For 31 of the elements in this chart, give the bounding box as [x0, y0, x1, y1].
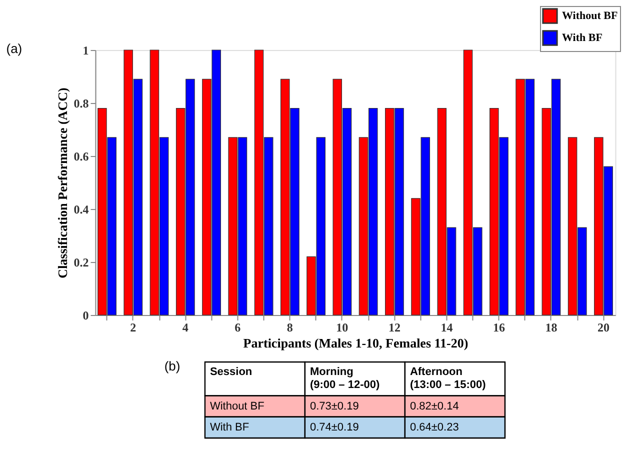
x-tick-label: 10: [336, 320, 348, 334]
x-tick-label: 18: [545, 320, 558, 334]
x-tick-label: 16: [492, 320, 505, 334]
text: 0.82±0.14: [410, 400, 459, 412]
legend-label: Without BF: [562, 10, 618, 22]
text: Session: [210, 366, 252, 378]
y-tick-label: 0.2: [74, 256, 89, 270]
text: Without BF: [210, 400, 265, 412]
chart-title: (a): [6, 41, 22, 56]
y-tick-label: 0.6: [74, 150, 89, 164]
text: (b): [164, 358, 180, 374]
text: Afternoon (13:00 – 15:00): [410, 366, 486, 392]
x-tick-label: 20: [597, 320, 610, 334]
text: 0.73±0.19: [310, 400, 359, 412]
x-tick-label: 8: [286, 320, 293, 334]
text: 0.64±0.23: [410, 421, 459, 434]
text: 0.74±0.19: [310, 421, 359, 434]
legend-label: With BF: [562, 32, 603, 44]
x-tick-label: 12: [388, 320, 400, 334]
x-tick-label: 6: [234, 320, 241, 334]
y-tick-label: 0.4: [74, 202, 89, 216]
text: With BF: [210, 421, 250, 434]
y-tick-label: 0.8: [74, 96, 89, 110]
x-tick-label: 14: [440, 320, 453, 334]
text: Morning (9:00 – 12-00): [310, 366, 380, 392]
y-tick-label: 0: [82, 308, 89, 322]
y-axis-title: Classification Performance (ACC): [54, 88, 70, 278]
y-tick-label: 1: [82, 44, 89, 58]
x-tick-label: 4: [182, 320, 188, 334]
x-axis-title: Participants (Males 1-10, Females 11-20): [243, 336, 468, 350]
x-tick-label: 2: [130, 320, 136, 334]
